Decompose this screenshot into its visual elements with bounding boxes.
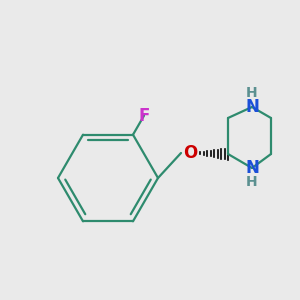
Text: F: F (138, 106, 150, 124)
Text: H: H (246, 175, 258, 189)
Text: N: N (245, 159, 259, 177)
Text: H: H (246, 86, 258, 100)
Text: N: N (245, 98, 259, 116)
Text: O: O (183, 144, 197, 162)
